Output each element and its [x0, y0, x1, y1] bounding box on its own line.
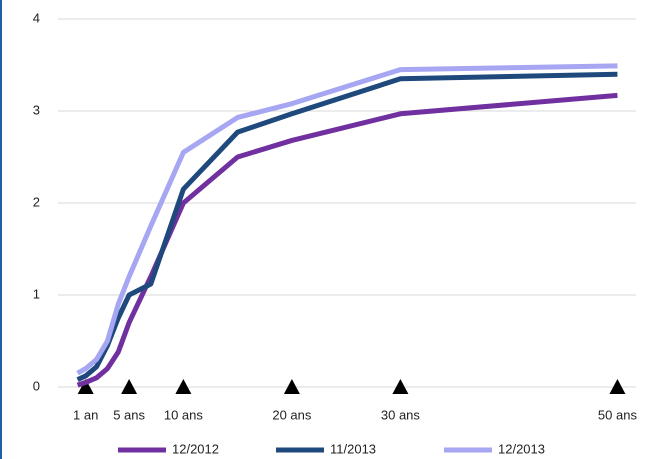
tick-marker: [392, 379, 409, 394]
tick-marker: [77, 379, 94, 394]
x-tick-label: 30 ans: [381, 407, 421, 422]
legend-label: 11/2013: [330, 441, 376, 456]
x-tick-label: 10 ans: [164, 407, 204, 422]
legend-label: 12/2012: [172, 441, 219, 456]
series-line: [76, 92, 618, 388]
y-tick-label: 0: [33, 378, 40, 393]
series-line: [76, 63, 618, 376]
tick-marker: [283, 379, 300, 394]
y-tick-label: 3: [33, 102, 40, 117]
tick-marker: [175, 379, 192, 394]
y-tick-label: 2: [33, 194, 40, 209]
x-tick-label: 1 an: [73, 407, 98, 422]
tick-marker: [609, 379, 626, 394]
series-line: [76, 71, 618, 382]
x-tick-label: 5 ans: [113, 407, 145, 422]
x-tick-label: 20 ans: [272, 407, 312, 422]
y-tick-label: 1: [33, 286, 40, 301]
y-tick-label: 4: [33, 10, 40, 25]
x-tick-label: 50 ans: [598, 407, 638, 422]
tick-marker: [121, 379, 138, 394]
frame-border: [0, 0, 2, 459]
legend-label: 12/2013: [498, 441, 545, 456]
